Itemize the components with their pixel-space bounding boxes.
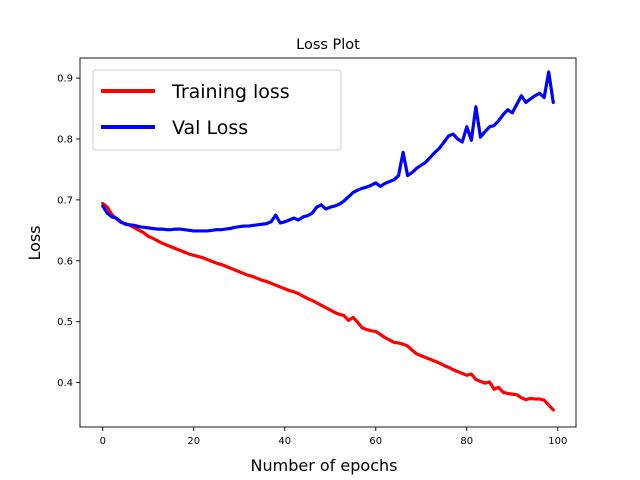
x-tick-label: 20 bbox=[187, 436, 200, 447]
series-line-val-loss bbox=[101, 70, 555, 233]
y-tick-label: 0.8 bbox=[57, 134, 73, 145]
legend: Training loss Val Loss bbox=[92, 69, 342, 151]
x-tick-label: 0 bbox=[100, 436, 106, 447]
y-tick-label: 0.4 bbox=[57, 378, 73, 389]
plot-frame bbox=[79, 57, 577, 428]
legend-label-training-loss: Training loss bbox=[171, 81, 290, 103]
x-tick-label: 80 bbox=[460, 436, 473, 447]
x-tick-label: 100 bbox=[548, 436, 567, 447]
y-tick-label: 0.6 bbox=[57, 256, 73, 267]
y-tick-label: 0.5 bbox=[57, 317, 73, 328]
x-tick-label: 40 bbox=[278, 436, 291, 447]
series-line-training-loss bbox=[101, 201, 555, 412]
series-layer bbox=[101, 70, 555, 412]
x-axis-ticks: 0 20 40 60 80 100 bbox=[100, 427, 567, 447]
y-axis-label: Loss bbox=[25, 225, 44, 260]
x-axis-label: Number of epochs bbox=[251, 456, 398, 475]
x-tick-label: 60 bbox=[369, 436, 382, 447]
y-tick-label: 0.7 bbox=[57, 195, 73, 206]
legend-label-val-loss: Val Loss bbox=[172, 117, 248, 139]
y-tick-label: 0.9 bbox=[57, 74, 73, 85]
chart-title: Loss Plot bbox=[296, 37, 360, 53]
y-axis-ticks: 0.4 0.5 0.6 0.7 0.8 0.9 bbox=[57, 74, 80, 389]
